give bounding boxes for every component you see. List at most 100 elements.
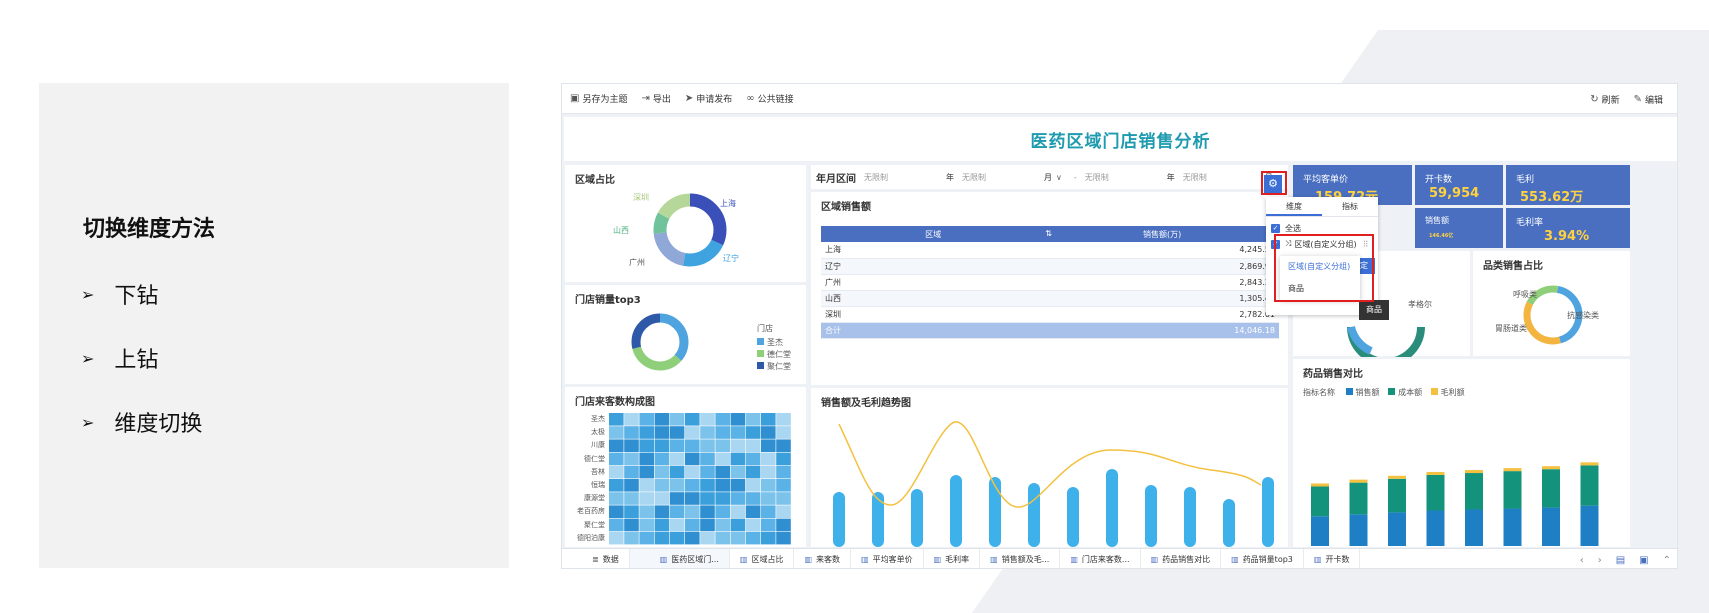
label-shenzhen: 深圳 <box>633 193 649 202</box>
donut-slice-jurentang <box>631 313 689 371</box>
tab-metric[interactable]: 指标 <box>1342 202 1358 211</box>
table-row[interactable]: 上海 4,245.57 <box>821 242 1279 259</box>
tab-dashboard[interactable]: ▥ 医药区域门... <box>629 548 730 568</box>
kpi-gross-profit[interactable]: 毛利 553.62万 <box>1506 165 1630 205</box>
add-report-icon[interactable]: ▤ <box>1615 554 1626 566</box>
tab-card-count[interactable]: ▥ 开卡数 <box>1304 548 1361 568</box>
cell-sales: 2,782.01 <box>1056 306 1279 323</box>
label-shanghai: 上海 <box>720 199 736 208</box>
chart-icon: ▥ <box>990 555 998 564</box>
add-dashboard-icon[interactable]: ▣ <box>1639 554 1649 566</box>
table-row[interactable]: 广州 2,843.22 <box>821 274 1279 291</box>
tab-region-share[interactable]: ▥ 区域占比 <box>730 548 795 568</box>
publish-button[interactable]: ➤ 申请发布 <box>685 92 732 105</box>
label-gastro: 胃肠道类 <box>1495 324 1527 333</box>
chevron-left-icon[interactable]: ‹ <box>1579 554 1584 566</box>
tab-sales-trend[interactable]: ▥ 销售额及毛... <box>980 548 1061 568</box>
slide-heading: 切换维度方法 <box>83 217 216 242</box>
kpi-card-count[interactable]: 开卡数 59,954 <box>1415 165 1503 205</box>
tab-drug-compare[interactable]: ▥ 药品销售对比 <box>1141 548 1222 568</box>
stack-seg-sales <box>1580 505 1599 546</box>
kpi-margin-rate[interactable]: 毛利率 3.94% <box>1506 208 1630 248</box>
export-button[interactable]: ⇥ 导出 <box>641 92 670 105</box>
heatmap-cell <box>745 492 761 505</box>
heatmap-row-label: 康源堂 <box>584 494 605 503</box>
region-sales-card[interactable]: 区域销售额 区域 ⇅ 销售额(万)⇅ 上海4,245.57 辽宁2,869.92 … <box>811 192 1288 385</box>
year-unit: 年 <box>1166 172 1175 182</box>
heatmap-cell <box>609 505 624 518</box>
col-header-sales[interactable]: 销售额(万)⇅ <box>1056 226 1279 242</box>
legend-text: 德仁堂 <box>767 350 791 359</box>
gear-icon[interactable]: ⚙ <box>1264 175 1282 193</box>
heatmap-cell <box>700 465 715 479</box>
shuffle-icon[interactable]: ⤨ <box>1285 239 1292 248</box>
visitor-heatmap-card[interactable]: 门店来客数构成图 圣杰 太极 川康 德仁堂 吾林 恒瑞 康源堂 老百药房 聚仁堂 德阳泊康 <box>565 387 806 547</box>
left-panel: 切换维度方法 ➢ 下钻 ➢ 上钻 ➢ 维度切换 <box>39 83 509 568</box>
trend-chart <box>833 421 1274 547</box>
table-row[interactable]: 辽宁 2,869.92 <box>821 258 1279 275</box>
dashboard-screenshot: ▣ 另存为主题 ⇥ 导出 ➤ 申请发布 ∞ 公共链接 ↻ 刷新 ✎ 编辑 医药区域门店销售分… <box>561 83 1678 569</box>
heatmap-cell <box>700 479 715 492</box>
stack-seg-sales <box>1349 514 1368 546</box>
edit-button[interactable]: ✎ 编辑 <box>1634 93 1663 106</box>
dropdown-option-region[interactable]: 区域(自定义分组) <box>1288 262 1351 271</box>
legend-text: 圣杰 <box>767 338 783 347</box>
category-share-card[interactable]: 品类销售占比 呼吸类 抗感染类 胃肠道类 <box>1473 251 1630 356</box>
collapse-up-icon[interactable]: ⌃ <box>1662 554 1671 566</box>
database-icon: ≣ <box>592 555 599 564</box>
heatmap-cell <box>654 492 670 505</box>
heatmap-cell <box>654 452 670 466</box>
heatmap-cell <box>761 413 776 426</box>
kpi-sales[interactable]: 销售额 146.46亿 <box>1415 208 1503 248</box>
chevron-right-icon[interactable]: › <box>1597 554 1602 566</box>
tab-avg-price[interactable]: ▥ 平均客单价 <box>851 548 924 568</box>
heatmap-cell <box>609 479 624 492</box>
heatmap-cell <box>761 505 776 518</box>
partial-label: 孝格尔 <box>1408 300 1432 309</box>
select-all-row[interactable]: ✓ 全选 <box>1266 220 1378 236</box>
heatmap-cell <box>715 531 730 545</box>
public-link-button[interactable]: ∞ 公共链接 <box>746 92 793 105</box>
save-theme-button[interactable]: ▣ 另存为主题 <box>570 92 627 105</box>
tab-label: 平均客单价 <box>872 555 913 564</box>
tab-data[interactable]: ≣ 数据 <box>562 548 630 568</box>
tab-margin-rate[interactable]: ▥ 毛利率 <box>924 548 981 568</box>
col-header-region[interactable]: 区域 ⇅ <box>821 226 1056 242</box>
drug-compare-card[interactable]: 药品销售对比 指标名称 销售额 成本额 毛利额 <box>1293 359 1630 547</box>
heatmap-cell <box>730 505 746 518</box>
publish-label: 申请发布 <box>696 95 733 105</box>
table-row[interactable]: 深圳 2,782.01 <box>821 306 1279 323</box>
store-top3-card[interactable]: 门店销量top3 门店 圣杰 德仁堂 聚仁堂 <box>565 285 806 384</box>
drag-handle-icon[interactable]: ⠿ <box>1362 239 1369 249</box>
start-month-input[interactable]: 无限制 <box>962 172 986 182</box>
heatmap-cell <box>624 465 639 479</box>
chevron-down-icon[interactable]: ∨ <box>1056 172 1062 182</box>
year-unit: 年 <box>946 172 954 182</box>
heatmap-cell <box>639 518 654 532</box>
kpi-value: 553.62万 <box>1520 190 1584 205</box>
heatmap-cell <box>654 479 670 492</box>
table-row[interactable]: 山西 1,305.47 <box>821 290 1279 307</box>
refresh-button[interactable]: ↻ 刷新 <box>1590 93 1619 106</box>
start-year-input[interactable]: 无限制 <box>864 172 888 182</box>
end-month-input[interactable]: 无限制 <box>1182 172 1207 182</box>
export-icon: ⇥ <box>641 93 650 104</box>
heatmap-cell <box>654 426 670 439</box>
sort-icon[interactable]: ⇅ <box>1045 228 1052 238</box>
end-year-input[interactable]: 无限制 <box>1084 172 1109 182</box>
tab-drug-top3[interactable]: ▥ 药品销量top3 <box>1221 548 1304 568</box>
tab-visitors[interactable]: ▥ 来客数 <box>794 548 852 568</box>
region-sales-table: 区域 ⇅ 销售额(万)⇅ 上海4,245.57 辽宁2,869.92 广州2,84… <box>821 226 1279 339</box>
stack-seg-profit <box>1542 466 1560 470</box>
trend-card[interactable]: 销售额及毛利趋势图 <box>811 388 1288 547</box>
heatmap-row-labels: 圣杰 太极 川康 德仁堂 吾林 恒瑞 康源堂 老百药房 聚仁堂 德阳泊康 <box>567 413 605 545</box>
dropdown-option-product[interactable]: 商品 <box>1288 284 1304 293</box>
heatmap-cell <box>624 426 639 439</box>
heatmap-row-label: 川康 <box>591 441 605 450</box>
region-share-card[interactable]: 区域占比 深圳 上海 山西 广州 辽宁 <box>565 165 806 282</box>
tab-dimension[interactable]: 维度 <box>1266 197 1322 216</box>
heatmap-cell <box>639 505 654 518</box>
checkbox-checked-icon[interactable]: ✓ <box>1271 223 1280 233</box>
drug-compare-title: 药品销售对比 <box>1303 369 1363 380</box>
tab-visitor-comp[interactable]: ▥ 门店来客数... <box>1060 548 1141 568</box>
